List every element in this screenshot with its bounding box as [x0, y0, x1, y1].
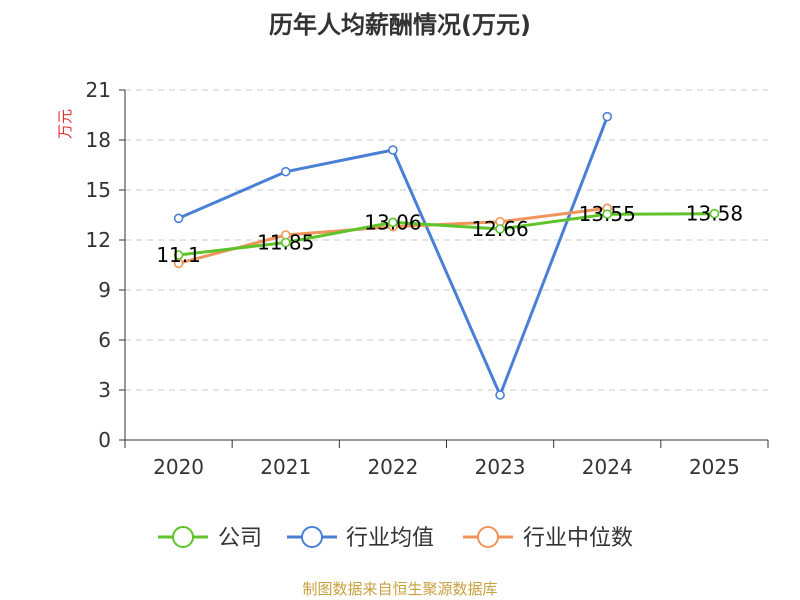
x-tick-label: 2022 [367, 455, 418, 479]
data-point [602, 209, 613, 219]
series-line [178, 116, 609, 397]
data-label: 11.1 [156, 243, 201, 267]
legend-marker [477, 526, 499, 548]
y-tick-label: 0 [98, 428, 111, 452]
data-point [388, 145, 398, 155]
data-label: 12.66 [471, 217, 528, 241]
legend-marker [301, 526, 323, 548]
axis-layer: 0 3 6 9 12 15 18 21 2020 2021 2022 2023 2024 2025 [86, 78, 769, 479]
series-line [178, 212, 715, 257]
data-point [173, 213, 184, 224]
data-label: 13.58 [686, 202, 743, 226]
data-point [280, 166, 291, 177]
data-point [173, 250, 184, 260]
y-tick-label: 21 [86, 78, 111, 102]
data-point [709, 208, 720, 219]
x-tick-label: 2025 [689, 455, 740, 479]
data-point [602, 111, 613, 122]
grid-layer [125, 89, 768, 391]
legend-marker [172, 526, 194, 548]
chart-title: 历年人均薪酬情况(万元) [269, 11, 531, 39]
y-tick-label: 18 [86, 128, 111, 152]
data-label: 11.85 [257, 231, 314, 255]
x-tick-label: 2023 [475, 455, 526, 479]
y-tick-label: 12 [86, 228, 111, 252]
legend-label: 公司 [218, 526, 262, 551]
x-tick-label: 2024 [582, 455, 633, 479]
legend: 公司 行业均值 行业中位数 [158, 526, 633, 551]
x-tick-label: 2021 [260, 455, 311, 479]
legend-label: 行业中位数 [523, 526, 633, 551]
data-label-layer: 11.1 11.85 13.06 12.66 13.55 13.58 [156, 202, 743, 267]
source-footnote: 制图数据来自恒生聚源数据库 [302, 580, 497, 598]
data-label: 13.55 [579, 202, 636, 226]
data-label: 13.06 [364, 210, 421, 234]
series-layer [173, 111, 720, 400]
legend-label: 行业均值 [346, 526, 434, 551]
data-point [495, 224, 505, 234]
y-tick-label: 6 [98, 328, 111, 352]
y-tick-label: 3 [98, 378, 111, 402]
y-tick-label: 15 [86, 178, 111, 202]
x-tick-label: 2020 [153, 455, 204, 479]
y-axis-unit-label: 万元 [56, 109, 74, 139]
data-point [388, 217, 398, 228]
y-tick-label: 9 [98, 278, 111, 302]
data-point [495, 390, 505, 400]
data-point [280, 237, 291, 248]
